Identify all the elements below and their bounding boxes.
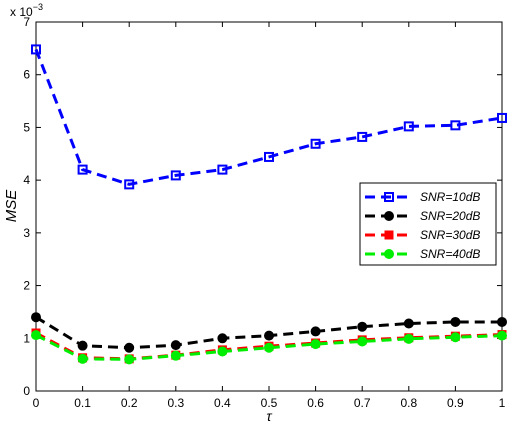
y-tick-label: 3 bbox=[23, 226, 30, 240]
series-line bbox=[34, 48, 503, 186]
x-tick-label: 0.7 bbox=[354, 396, 371, 410]
data-point bbox=[450, 332, 461, 343]
data-point bbox=[497, 316, 507, 327]
data-point bbox=[497, 112, 507, 123]
legend-marker bbox=[384, 249, 394, 259]
x-tick-label: 0.5 bbox=[261, 396, 278, 410]
data-point bbox=[310, 138, 321, 149]
data-point bbox=[77, 340, 88, 351]
y-exponent-power: −3 bbox=[33, 2, 43, 12]
axis-ticks: 0 0.1 0.2 0.3 0.4 0.5 0.6 0.7 0.8 0.9 1 0 1 2 3 4 5 6 7 bbox=[23, 15, 505, 410]
legend-label: SNR=20dB bbox=[420, 209, 480, 223]
y-axis-label: MSE bbox=[3, 189, 20, 223]
data-point bbox=[264, 342, 274, 353]
data-point bbox=[403, 333, 414, 344]
y-tick-label: 2 bbox=[23, 279, 30, 293]
data-point bbox=[310, 326, 321, 337]
data-point bbox=[357, 131, 368, 142]
x-tick-label: 1 bbox=[499, 396, 506, 410]
data-point bbox=[170, 170, 181, 181]
data-point bbox=[170, 350, 181, 361]
y-tick-label: 5 bbox=[23, 120, 30, 134]
data-point bbox=[124, 179, 135, 190]
data-point bbox=[217, 164, 228, 175]
y-tick-label: 7 bbox=[23, 15, 30, 29]
y-tick-label: 6 bbox=[23, 68, 30, 82]
x-tick-label: 0.4 bbox=[214, 396, 231, 410]
data-point bbox=[31, 330, 41, 341]
legend-marker bbox=[384, 230, 394, 240]
data-point bbox=[124, 354, 135, 365]
y-tick-label: 4 bbox=[23, 173, 30, 187]
y-tick-label: 0 bbox=[23, 384, 30, 398]
data-point bbox=[450, 316, 461, 327]
legend-marker bbox=[384, 192, 394, 202]
data-point bbox=[357, 321, 368, 332]
series-line bbox=[35, 333, 503, 361]
data-point bbox=[357, 336, 368, 347]
x-tick-label: 0.2 bbox=[121, 396, 138, 410]
data-point bbox=[217, 333, 228, 344]
data-point bbox=[77, 164, 88, 175]
data-point bbox=[77, 353, 88, 364]
y-exponent-label: x 10−3 bbox=[10, 2, 43, 19]
x-tick-label: 0.3 bbox=[167, 396, 184, 410]
data-point bbox=[31, 312, 41, 323]
legend-label: SNR=10dB bbox=[420, 190, 480, 204]
data-point bbox=[403, 318, 414, 329]
data-point bbox=[403, 121, 414, 132]
data-point bbox=[124, 342, 135, 353]
data-point bbox=[31, 44, 41, 55]
data-point bbox=[497, 330, 507, 341]
series-markers bbox=[31, 44, 507, 365]
x-tick-label: 0.9 bbox=[447, 396, 464, 410]
x-tick-label: 0.8 bbox=[400, 396, 417, 410]
legend-label: SNR=30dB bbox=[420, 228, 480, 242]
legend-marker bbox=[384, 211, 394, 221]
data-point bbox=[170, 340, 181, 351]
data-point bbox=[264, 330, 274, 341]
x-tick-label: 0.6 bbox=[307, 396, 324, 410]
data-point bbox=[450, 120, 461, 131]
data-point bbox=[264, 151, 274, 162]
data-point bbox=[217, 346, 228, 357]
legend: SNR=10dB SNR=20dB SNR=30dB SNR=40dB bbox=[359, 182, 497, 266]
x-axis-label: τ bbox=[266, 408, 272, 424]
data-point bbox=[310, 339, 321, 350]
x-tick-label: 0.1 bbox=[74, 396, 91, 410]
x-tick-label: 0 bbox=[33, 396, 40, 410]
legend-label: SNR=40dB bbox=[420, 247, 480, 261]
y-tick-label: 1 bbox=[23, 331, 30, 345]
